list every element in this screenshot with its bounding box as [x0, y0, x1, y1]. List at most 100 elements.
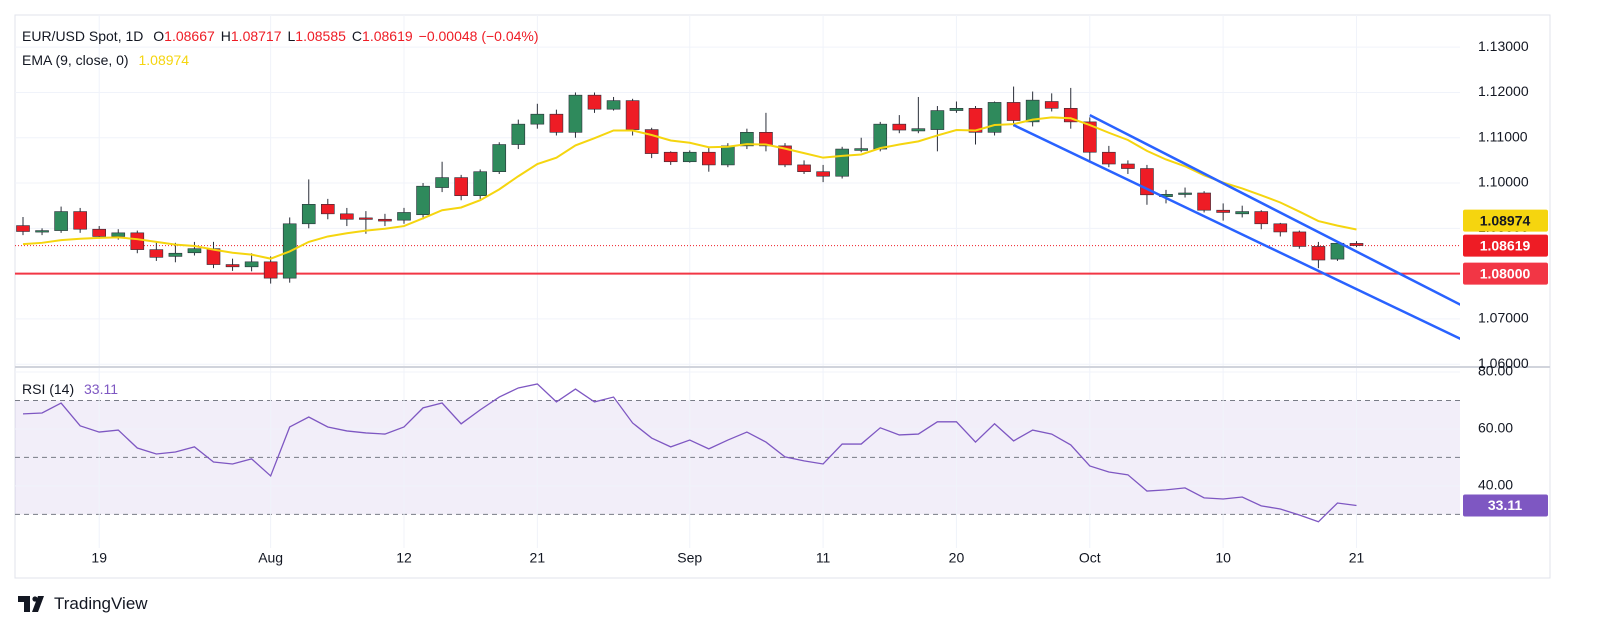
candle-body: [987, 102, 1002, 133]
y-tick-label: 60.00: [1478, 420, 1513, 436]
candle-body: [473, 171, 488, 197]
ema-line: [22, 116, 1357, 260]
y-tick-label: 1.11000: [1478, 128, 1528, 144]
x-tick-label: 10: [1215, 550, 1231, 566]
candle-body: [130, 232, 145, 250]
change: −0.00048 (−0.04%): [418, 28, 539, 44]
candle-body: [1025, 99, 1040, 123]
x-tick-label: Sep: [677, 550, 702, 566]
brand-logo: [18, 596, 44, 612]
rsi-value: 33.11: [84, 381, 119, 397]
candle-body: [35, 230, 49, 233]
candle-body: [606, 100, 621, 110]
price-label-box: [1463, 262, 1548, 285]
candle-body: [568, 94, 583, 133]
ohlc-value: 1.08619: [362, 28, 413, 44]
candle-body: [740, 132, 754, 147]
y-tick-label: 1.06000: [1478, 355, 1529, 371]
candle-body: [359, 217, 373, 220]
y-tick-label: 80.00: [1478, 363, 1513, 379]
candle-body: [54, 211, 68, 231]
channel-line: [1089, 113, 1460, 306]
price-label: 1.08619: [1480, 237, 1531, 253]
candle-body: [1102, 151, 1116, 165]
price-legend: EUR/USD Spot, 1D O1.08667 H1.08717 L1.0858…: [22, 28, 545, 44]
y-tick-label: 40.00: [1478, 477, 1513, 493]
x-tick-label: 19: [91, 550, 107, 566]
x-tick-label: 21: [1349, 550, 1365, 566]
brand: TradingView: [18, 594, 148, 614]
ohlc-value: 1.08585: [295, 28, 346, 44]
candle-body: [511, 123, 526, 145]
candle-body: [701, 151, 716, 166]
chart-frame: [14, 14, 1551, 579]
y-tick-label: 1.13000: [1478, 38, 1529, 54]
y-tick-label: 1.07000: [1478, 310, 1529, 326]
candle-body: [892, 123, 907, 131]
y-tick-label: 1.10000: [1478, 174, 1529, 190]
candle-body: [1216, 209, 1230, 213]
candle-body: [320, 204, 335, 215]
x-tick-label: 12: [396, 550, 412, 566]
candle-body: [682, 151, 697, 163]
candle-body: [816, 171, 830, 177]
candle-body: [1006, 102, 1021, 121]
candle-body: [911, 128, 926, 132]
candle-body: [759, 132, 773, 147]
candle-body: [263, 261, 278, 279]
x-tick-label: Oct: [1079, 550, 1101, 566]
candle-body: [92, 228, 106, 237]
candle-body: [378, 218, 392, 222]
ema-name: EMA (9, close, 0): [22, 52, 129, 68]
symbol-title: EUR/USD Spot, 1D: [22, 28, 144, 44]
candle-body: [1083, 121, 1097, 153]
price-pane: [15, 15, 1460, 366]
ohlc-key: L: [287, 28, 296, 44]
rsi-legend: RSI (14) 33.11: [22, 381, 124, 397]
rsi-pane: [15, 368, 1460, 548]
price-label-box: [1463, 494, 1548, 517]
price-label: 33.11: [1488, 497, 1522, 513]
candle-body: [625, 100, 640, 130]
axes: 1.130001.120001.110001.100001.090001.080…: [91, 38, 1548, 566]
candle-body: [1273, 223, 1288, 233]
ohlc-value: 1.08717: [230, 28, 282, 44]
x-tick-label: 11: [816, 550, 831, 566]
candle-body: [1330, 242, 1345, 260]
ohlc-key: O: [153, 28, 165, 44]
candle-body: [549, 113, 564, 133]
candle-body: [587, 94, 602, 110]
candle-body: [416, 185, 430, 216]
candle-body: [835, 148, 849, 177]
ema-value: 1.08974: [138, 52, 190, 68]
candle-body: [301, 204, 316, 225]
candle-body: [454, 177, 468, 197]
x-tick-label: 21: [530, 550, 546, 566]
price-label-box: [1463, 234, 1548, 257]
candle-body: [1311, 246, 1326, 261]
ema-legend: EMA (9, close, 0) 1.08974: [22, 52, 195, 68]
candle-body: [244, 261, 259, 268]
candle-body: [149, 249, 164, 258]
candle-body: [1235, 211, 1249, 215]
candle-body: [397, 212, 411, 221]
candle-body: [1349, 243, 1364, 246]
candle-body: [797, 164, 811, 173]
candle-body: [492, 144, 507, 173]
ohlc-value: 1.08667: [164, 28, 215, 44]
candle-body: [435, 177, 449, 188]
candle-body: [111, 232, 126, 237]
candle-body: [340, 213, 354, 220]
price-label: 1.08974: [1480, 212, 1531, 228]
brand-text: TradingView: [54, 594, 148, 613]
candle-body: [1254, 211, 1269, 225]
candle-body: [73, 211, 87, 230]
candle-body: [16, 225, 30, 232]
candle-body: [1044, 101, 1059, 109]
candle-body: [663, 151, 678, 163]
channel-line: [1013, 123, 1460, 341]
candle-body: [1197, 192, 1211, 211]
x-tick-label: 20: [949, 550, 965, 566]
